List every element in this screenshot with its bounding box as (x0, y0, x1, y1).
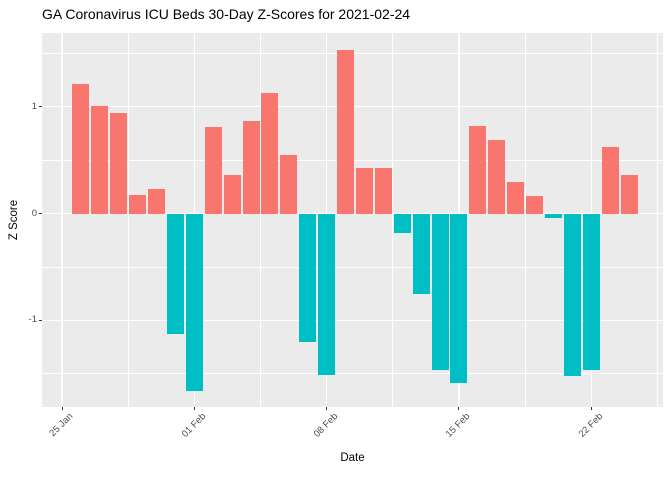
y-tick-mark (39, 319, 42, 321)
bar-positive (507, 181, 525, 214)
bar-negative (431, 213, 449, 370)
y-tick-label: -1 (28, 314, 37, 326)
bar-positive (469, 125, 487, 214)
gridline-minor-horizontal (42, 373, 663, 375)
bar-positive (374, 167, 392, 214)
bar-negative (563, 213, 581, 376)
bar-negative (318, 213, 336, 375)
x-tick-label: 15 Feb (443, 411, 473, 440)
bar-positive (620, 175, 638, 214)
gridline-major-vertical (61, 33, 63, 407)
bar-negative (582, 213, 600, 370)
x-tick-label: 08 Feb (311, 411, 341, 440)
gridline-minor-vertical (260, 33, 261, 407)
bar-negative (450, 213, 468, 384)
chart-title: GA Coronavirus ICU Beds 30-Day Z-Scores … (42, 6, 411, 22)
plot-panel (42, 33, 663, 407)
y-axis-title: Z Score (8, 199, 20, 241)
x-tick-label: 22 Feb (576, 411, 605, 440)
x-tick-label: 01 Feb (179, 411, 209, 440)
bar-positive (526, 196, 543, 214)
x-tick-mark (590, 407, 592, 410)
bar-negative (185, 213, 203, 391)
bar-positive (72, 84, 90, 214)
bar-positive (601, 147, 619, 214)
gridline-minor-vertical (392, 33, 394, 407)
x-tick-label: 25 Jan (47, 411, 76, 439)
gridline-major-horizontal (42, 319, 663, 322)
bar-positive (148, 189, 165, 214)
bar-positive (110, 113, 128, 214)
y-tick-mark (39, 106, 42, 108)
bar-positive (261, 92, 279, 214)
bar-negative (412, 213, 430, 294)
gridline-minor-vertical (127, 33, 129, 407)
y-tick-mark (39, 213, 42, 215)
bar-negative (299, 213, 317, 342)
x-axis-title: Date (340, 452, 365, 464)
bar-positive (91, 105, 109, 214)
bar-positive (337, 50, 354, 214)
bar-negative (393, 213, 411, 233)
bar-positive (280, 154, 298, 214)
bar-positive (223, 175, 241, 214)
gridline-minor-horizontal (42, 266, 663, 268)
bar-positive (242, 120, 260, 214)
gridline-minor-vertical (524, 33, 526, 407)
bar-positive (488, 139, 506, 214)
bar-positive (204, 127, 222, 214)
bar-negative (166, 213, 184, 335)
gridline-minor-vertical (656, 33, 658, 407)
bar-negative (544, 213, 562, 218)
x-tick-mark (326, 407, 328, 410)
x-tick-mark (458, 407, 460, 410)
y-tick-label: 1 (31, 100, 37, 112)
y-tick-label: 0 (31, 207, 37, 219)
x-tick-mark (193, 407, 195, 410)
bar-positive (129, 195, 147, 214)
x-tick-mark (61, 407, 63, 410)
bar-positive (355, 167, 373, 214)
